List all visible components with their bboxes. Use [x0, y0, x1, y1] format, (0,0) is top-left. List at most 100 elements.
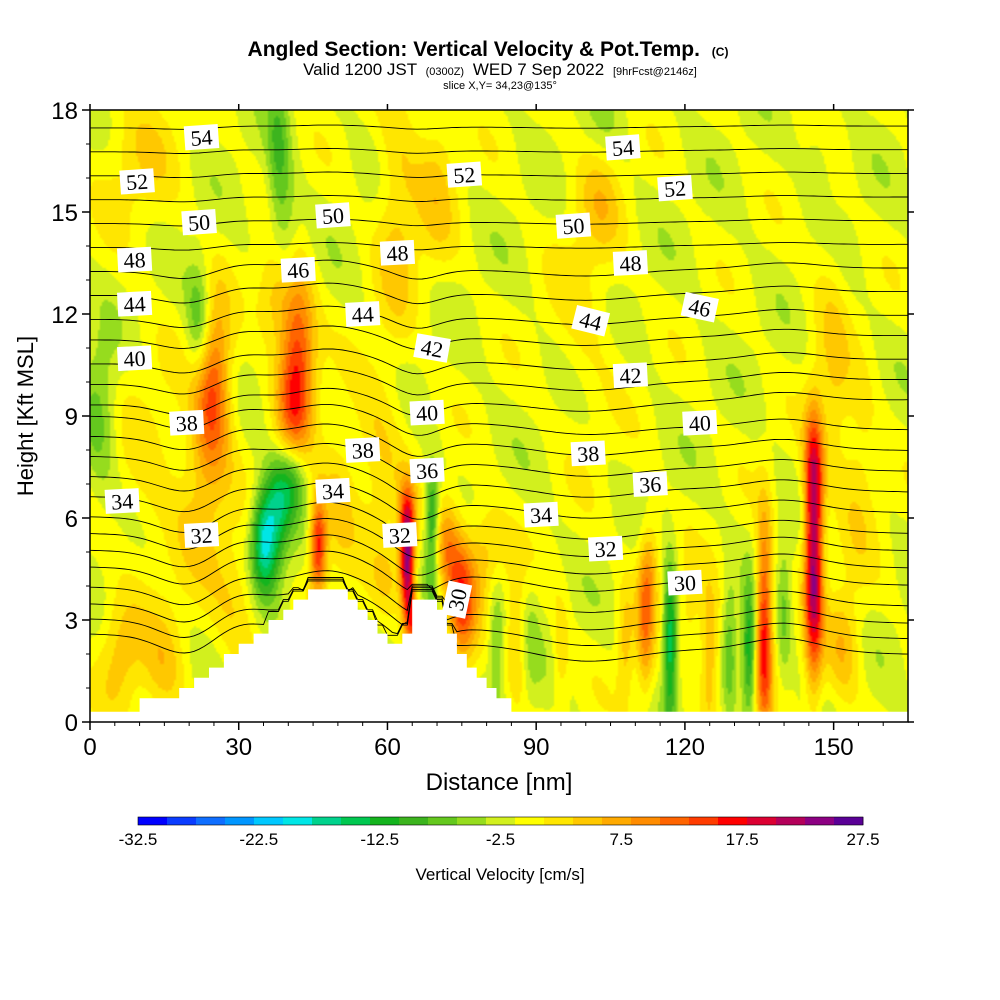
isentrope-label-box: [682, 409, 718, 436]
isentrope-label-text: 40: [688, 410, 711, 436]
isentrope-label-32: 32: [587, 535, 624, 562]
isentrope-label-box: [169, 409, 205, 436]
isentrope-52: [90, 195, 908, 203]
isentrope-label-38: 38: [345, 437, 381, 464]
isentrope-label-text: 34: [321, 478, 344, 504]
isentrope-label-text: 38: [577, 441, 600, 467]
x-tick-label: 0: [83, 734, 96, 761]
chart-title: Angled Section: Vertical Velocity & Pot.…: [248, 38, 729, 61]
colorbar-swatch: [254, 817, 284, 825]
isentrope-label-40: 40: [409, 399, 445, 426]
isentrope-label-36: 36: [409, 457, 445, 484]
isentrope-label-box: [409, 457, 445, 484]
colorbar-swatch: [167, 817, 197, 825]
isentrope-label-48: 48: [612, 250, 649, 277]
isentrope-label-box: [632, 471, 668, 497]
isentrope-label-48: 48: [379, 239, 416, 266]
isentrope-label-text: 54: [611, 135, 635, 161]
isentrope-label-box: [183, 124, 220, 151]
isentrope-label-text: 44: [351, 301, 374, 327]
colorbar-swatch: [660, 817, 690, 825]
isentrope-label-box: [570, 440, 606, 467]
isentrope-label-text: 52: [452, 162, 476, 188]
isentrope-label-44: 44: [345, 301, 381, 328]
isentrope-label-text: 48: [386, 240, 409, 266]
isentrope-label-box: [345, 437, 381, 463]
isentrope-label-box: [413, 333, 451, 363]
colorbar-tick-label: 27.5: [846, 830, 879, 849]
isentrope-label-box: [116, 345, 153, 372]
colorbar-swatch: [283, 817, 313, 825]
colorbar-tick-label: -32.5: [119, 830, 158, 849]
isentrope-label-text: 54: [190, 124, 214, 150]
isentrope-label-box: [382, 522, 418, 548]
colorbar-swatch: [805, 817, 835, 825]
isentrope-label-36: 36: [632, 471, 668, 498]
colorbar-swatch: [196, 817, 226, 825]
chart-title-main: Angled Section: Vertical Velocity & Pot.…: [248, 38, 700, 61]
isentrope-54: [90, 148, 908, 154]
isentrope-36: [90, 518, 908, 559]
colorbar-swatch: [834, 817, 864, 825]
x-tick-label: 120: [665, 734, 705, 761]
vertical-velocity-field: [90, 110, 908, 722]
colorbar-ticks: -32.5 -22.5 -12.5 -2.5 7.5 17.5 27.5: [119, 830, 880, 849]
isentrope-label-40: 40: [116, 345, 153, 372]
isentrope-label-box: [181, 209, 217, 236]
y-tick-label: 15: [51, 200, 78, 227]
isentrope-38: [90, 482, 908, 520]
isentrope-label-42: 42: [413, 333, 451, 363]
isentrope-label-34: 34: [523, 501, 559, 528]
isentrope-label-text: 42: [619, 363, 642, 389]
isentrope-label-text: 38: [351, 437, 374, 463]
isentrope-label-38: 38: [570, 440, 606, 467]
isentrope-40: [90, 443, 908, 478]
colorbar-tick-label: -2.5: [486, 830, 515, 849]
isentrope-label-box: [523, 501, 559, 528]
subtitle-utc: (0300Z): [426, 66, 465, 78]
colorbar-swatch: [138, 817, 168, 825]
isentrope-label-54: 54: [183, 124, 220, 151]
isentrope-label-50: 50: [181, 209, 217, 236]
isentrope-51: [90, 218, 908, 227]
isentrope-label-box: [116, 290, 153, 317]
y-tick-label: 9: [65, 404, 78, 431]
isentrope-41: [90, 423, 908, 457]
isentrope-30: [90, 580, 908, 662]
isentrope-label-text: 48: [123, 247, 146, 273]
isentrope-label-box: [379, 239, 416, 266]
isentrope-37: [90, 501, 908, 541]
isentrope-label-30: 30: [667, 569, 703, 596]
x-tick-label: 60: [374, 734, 401, 761]
isentrope-35: [90, 534, 908, 576]
isentrope-label-32: 32: [183, 522, 220, 549]
isentrope-label-text: 52: [663, 175, 687, 201]
isentrope-49: [90, 259, 908, 280]
colorbar-frame: [137, 816, 864, 826]
isentrope-label-text: 50: [187, 209, 211, 235]
subtitle-forecast: [9hrFcst@2146z]: [613, 66, 697, 78]
isentrope-label-text: 46: [287, 257, 310, 283]
colorbar-tick-label: 17.5: [726, 830, 759, 849]
isentrope-label-text: 40: [123, 346, 146, 372]
isentrope-label-box: [587, 535, 624, 562]
isentrope-label-text: 30: [443, 586, 472, 613]
isentrope-label-box: [667, 569, 703, 596]
colorbar-swatch: [515, 817, 545, 825]
y-axis-label: Height [Kft MSL]: [13, 336, 38, 496]
colorbar-swatch: [225, 817, 255, 825]
isentrope-label-box: [345, 301, 381, 327]
isentrope-label-46: 46: [280, 256, 316, 283]
isentrope-label-40: 40: [682, 409, 718, 436]
isentrope-label-box: [183, 522, 220, 548]
isentrope-label-box: [104, 488, 140, 514]
colorbar: [137, 816, 864, 826]
isentrope-label-box: [116, 246, 153, 273]
isentrope-label-text: 50: [321, 203, 345, 229]
isentrope-label-text: 30: [673, 570, 696, 596]
isentrope-label-text: 32: [594, 536, 617, 562]
isentrope-label-box: [680, 291, 719, 323]
isentrope-label-52: 52: [657, 175, 693, 202]
isentrope-39: [90, 462, 908, 499]
chart-slice-info: slice X,Y= 34,23@135°: [443, 80, 557, 92]
